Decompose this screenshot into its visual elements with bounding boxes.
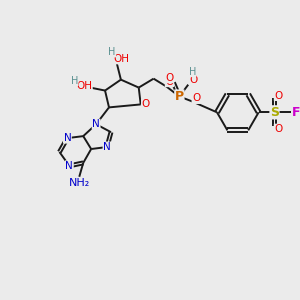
Text: O: O xyxy=(142,99,150,110)
Text: O: O xyxy=(189,75,197,85)
Text: O: O xyxy=(274,91,283,100)
Text: H: H xyxy=(188,67,196,77)
Text: H: H xyxy=(70,76,78,85)
Text: N: N xyxy=(65,161,73,171)
Text: OH: OH xyxy=(113,54,129,64)
Text: NH₂: NH₂ xyxy=(69,178,90,188)
Text: O: O xyxy=(165,76,174,87)
Text: N: N xyxy=(64,133,71,143)
Text: F: F xyxy=(292,106,300,119)
Text: S: S xyxy=(270,106,279,119)
Text: N: N xyxy=(103,142,111,152)
Text: P: P xyxy=(175,90,184,103)
Text: O: O xyxy=(165,73,174,83)
Text: OH: OH xyxy=(76,81,92,91)
Text: O: O xyxy=(274,124,283,134)
Text: O: O xyxy=(192,94,200,103)
Text: N: N xyxy=(92,119,100,129)
Text: H: H xyxy=(108,47,116,57)
